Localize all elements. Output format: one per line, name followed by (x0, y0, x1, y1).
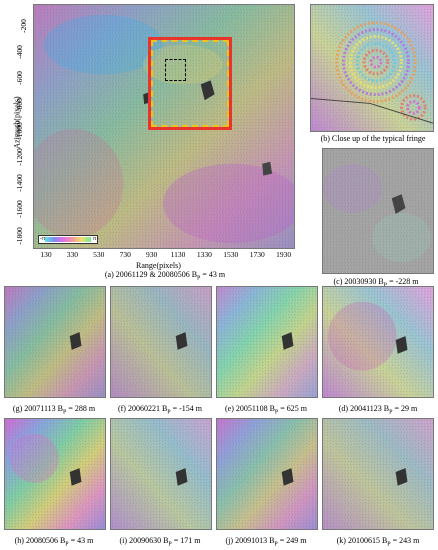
highlight-box (148, 37, 232, 130)
interferogram-g (4, 286, 106, 398)
x-tick-label: 1930 (276, 250, 292, 259)
interferogram-i (110, 418, 212, 530)
y-tick-label: -400 (15, 45, 24, 60)
x-tick-label: 1330 (196, 250, 212, 259)
interferogram-c (322, 148, 434, 274)
interferogram-e (216, 286, 318, 398)
x-tick-label: 1130 (170, 250, 186, 259)
y-tick-label: -1800 (15, 226, 24, 245)
caption-c: (c) 20030930 BP = -228 m (333, 277, 419, 289)
interferogram-j (216, 418, 318, 530)
y-tick-label: -1600 (15, 200, 24, 219)
caption-g: (g) 20071113 BP = 288 m (12, 404, 96, 416)
caption-h: (h) 20080506 BP = 43 m (14, 536, 94, 548)
interferogram-f (110, 286, 212, 398)
x-tick-label: 930 (145, 250, 158, 259)
colorbar: -π π (38, 235, 98, 244)
y-axis-label: Azimuth(pixels) (12, 96, 22, 149)
x-tick-label: 730 (119, 250, 131, 259)
caption-d: (d) 20041123 BP = 29 m (338, 404, 418, 416)
x-tick-label: 130 (40, 250, 52, 259)
interferogram-h (4, 418, 106, 530)
y-tick-label: -200 (19, 19, 28, 33)
interferogram-k (322, 418, 434, 530)
caption-j: (j) 20091013 BP = 249 m (225, 536, 307, 548)
closeup-fringe (310, 4, 434, 132)
inner-zoom-box (165, 59, 186, 81)
y-tick-label: -1400 (15, 174, 24, 192)
x-tick-label: 1730 (249, 250, 265, 259)
caption-e: (e) 20051108 BP = 625 m (225, 404, 307, 416)
caption-b: (b) Close up of the typical fringe (320, 134, 426, 143)
main-interferogram (33, 4, 295, 249)
caption-f: (f) 20060221 BP = -154 m (117, 404, 203, 416)
dark-patch (200, 80, 215, 101)
colorbar-min-label: -π (40, 236, 46, 242)
caption-k: (k) 20100615 BP = 243 m (336, 536, 420, 548)
x-tick-label: 530 (93, 250, 105, 259)
caption-i: (i) 20090630 BP = 171 m (119, 536, 201, 548)
caption-a: (a) 20061129 & 20080506 BP = 43 m (104, 270, 226, 282)
x-axis-label: Range(pixels) (136, 261, 181, 270)
interferogram-d (322, 286, 434, 398)
x-tick-label: 1530 (223, 250, 239, 259)
colorbar-max-label: π (92, 236, 96, 242)
x-tick-label: 330 (66, 250, 79, 259)
